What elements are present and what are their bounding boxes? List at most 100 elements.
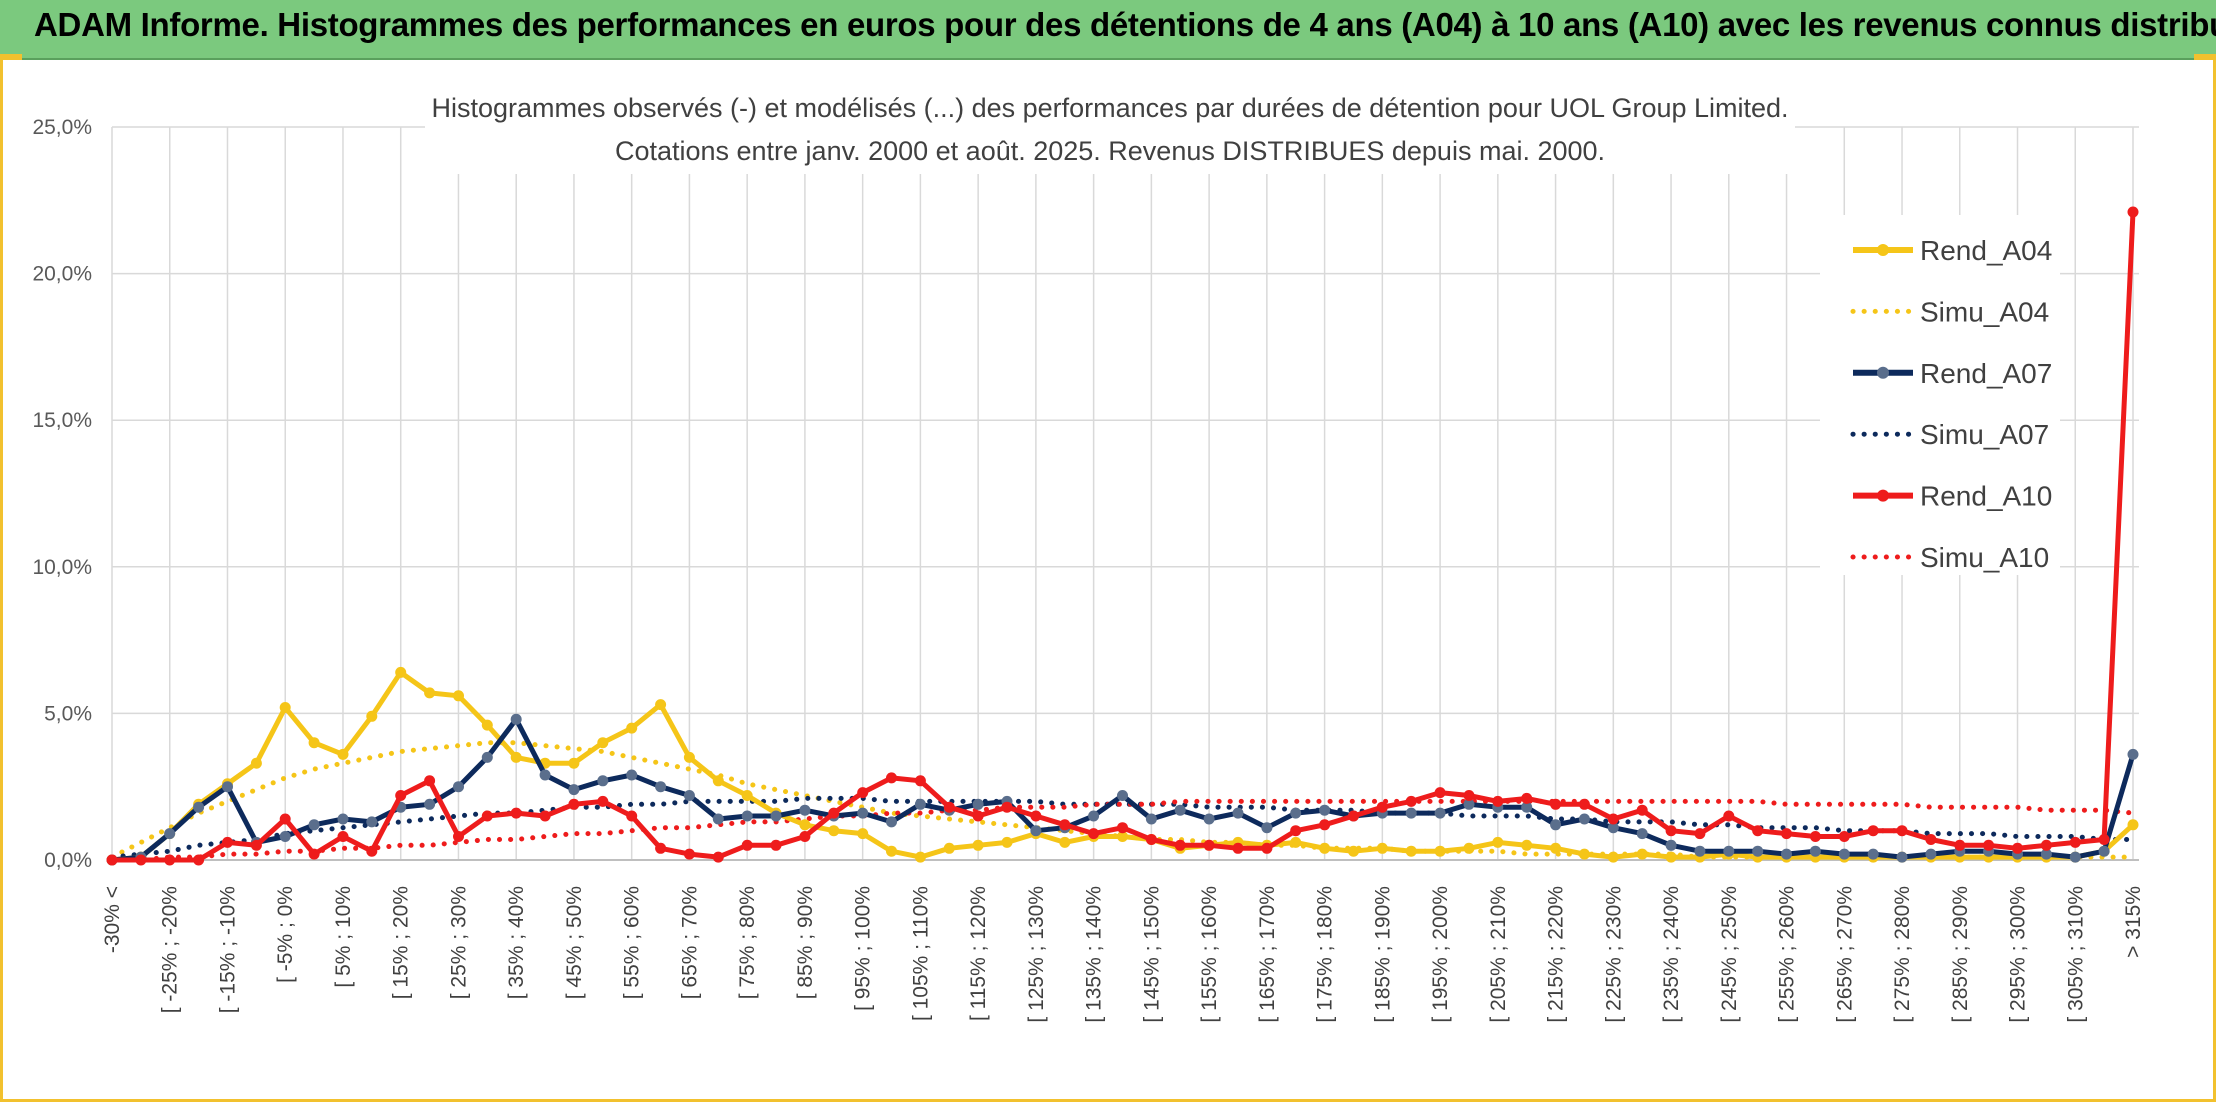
data-point: [193, 801, 205, 813]
data-point: [1290, 836, 1302, 848]
legend-marker: [1877, 244, 1889, 256]
data-point: [1578, 813, 1590, 825]
series-simu-a07: [109, 795, 2136, 860]
data-point: [1261, 822, 1273, 834]
data-point: [424, 798, 436, 810]
series-line: [109, 798, 2136, 863]
data-point: [1752, 845, 1764, 857]
data-point: [1348, 810, 1359, 822]
data-point: [1954, 839, 1966, 851]
data-point: [1550, 819, 1562, 831]
legend-item-rend-a04: Rend_A04: [1853, 235, 2052, 266]
data-point: [366, 816, 378, 828]
legend-label: Simu_A10: [1920, 542, 2049, 573]
data-point: [741, 810, 753, 822]
data-point: [799, 804, 811, 816]
chart-title-line1: Histogrammes observés (-) et modélisés (…: [431, 93, 1788, 123]
data-point: [857, 787, 869, 799]
data-point: [1896, 851, 1908, 863]
x-tick-label: [ 155% ; 160%: [1198, 886, 1221, 1023]
series-rend-a10: [106, 206, 2139, 866]
report-title: ADAM Informe. Histogrammes des performan…: [34, 6, 2216, 43]
data-point: [568, 784, 580, 796]
data-point: [510, 751, 522, 763]
data-point: [712, 775, 724, 787]
x-tick-label: [ 205% ; 210%: [1487, 886, 1510, 1023]
data-point: [626, 810, 638, 822]
data-point: [1174, 804, 1186, 816]
data-point: [972, 798, 984, 810]
data-point: [308, 737, 320, 749]
data-point: [1983, 839, 1995, 851]
x-tick-label: [ 255% ; 260%: [1776, 886, 1799, 1023]
data-point: [568, 798, 580, 810]
x-tick-label: > 315%: [2122, 886, 2145, 958]
data-point: [1088, 828, 1100, 840]
data-point: [1232, 842, 1244, 854]
data-point: [597, 737, 609, 749]
data-point: [1319, 842, 1331, 854]
y-axis-ticks: 0,0% 5,0% 10,0% 15,0% 20,0% 25,0%: [32, 116, 92, 872]
data-point: [1463, 790, 1475, 801]
x-tick-label: [ 65% ; 70%: [678, 886, 701, 999]
data-point: [770, 839, 782, 851]
data-point: [453, 831, 464, 842]
data-point: [828, 825, 840, 837]
data-point: [1059, 836, 1071, 848]
data-point: [2127, 206, 2139, 218]
data-point: [1405, 795, 1417, 807]
data-point: [1405, 845, 1417, 857]
data-point: [337, 831, 349, 842]
legend-background: [1820, 215, 2060, 575]
data-point: [1232, 807, 1244, 819]
data-point: [1665, 825, 1677, 837]
x-tick-label: [ 225% ; 230%: [1602, 886, 1625, 1023]
x-tick-label: [ 25% ; 30%: [447, 886, 470, 999]
data-point: [481, 751, 493, 763]
data-point: [914, 851, 926, 863]
x-tick-label: [ -15% ; -10%: [216, 886, 239, 1013]
x-axis-ticks: -30% < [ -25% ; -20% [ -15% ; -10% [ -5% ; …: [101, 886, 2145, 1023]
data-point: [1578, 798, 1590, 810]
data-point: [337, 813, 349, 825]
data-point: [972, 839, 984, 851]
chart-legend: Rend_A04 Simu_A04 Rend_A07 Simu_A07 Rend_A10…: [1820, 215, 2060, 575]
data-point: [424, 775, 436, 787]
data-point: [1203, 813, 1215, 825]
data-point: [886, 772, 897, 784]
x-tick-label: [ 195% ; 200%: [1429, 886, 1452, 1023]
data-point: [914, 798, 926, 810]
data-point: [943, 801, 955, 813]
data-point: [279, 813, 291, 825]
data-point: [1838, 848, 1850, 860]
data-point: [1665, 839, 1677, 851]
data-point: [1809, 845, 1821, 857]
data-point: [741, 790, 753, 801]
data-point: [2098, 834, 2110, 845]
data-point: [1348, 845, 1359, 857]
series-line: [109, 795, 2136, 860]
data-point: [1290, 807, 1302, 819]
data-point: [1723, 810, 1735, 822]
data-point: [510, 807, 522, 819]
report-banner: ADAM Informe. Histogrammes des performan…: [0, 0, 2216, 60]
series-simu-a10: [109, 798, 2136, 863]
data-point: [655, 842, 667, 854]
x-tick-label: [ 35% ; 40%: [505, 886, 528, 999]
data-point: [1463, 842, 1475, 854]
data-point: [222, 836, 233, 848]
legend-item-rend-a07: Rend_A07: [1853, 358, 2052, 389]
x-tick-label: [ 105% ; 110%: [909, 886, 932, 1021]
data-point: [1290, 825, 1302, 837]
data-point: [1001, 836, 1013, 848]
data-point: [2040, 848, 2052, 860]
data-point: [539, 769, 551, 781]
data-point: [1492, 795, 1504, 807]
data-point: [1117, 822, 1128, 834]
chart-series: [106, 206, 2139, 866]
data-point: [164, 828, 176, 840]
data-point: [279, 702, 291, 713]
data-point: [1838, 831, 1850, 842]
data-point: [164, 854, 176, 866]
